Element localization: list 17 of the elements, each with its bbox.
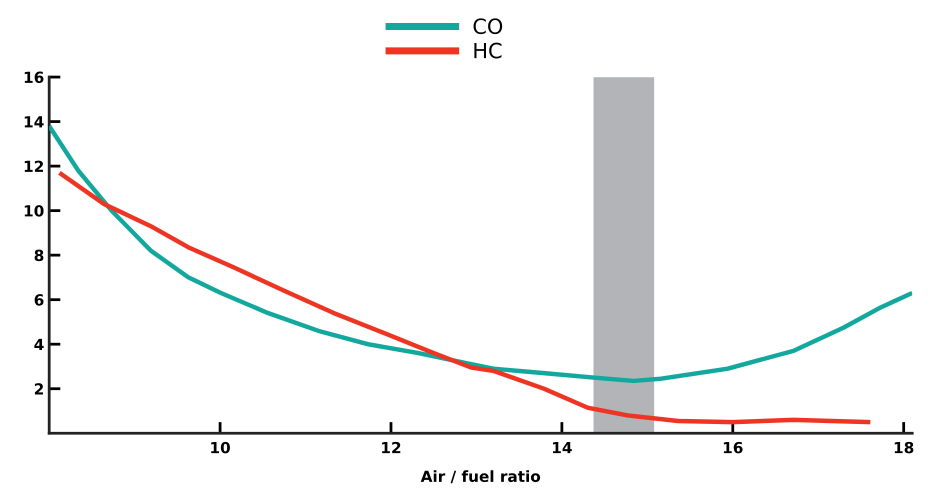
y-tick-label: 12 xyxy=(24,160,43,172)
line-series xyxy=(49,124,912,384)
y-tick-label: 16 xyxy=(24,72,44,84)
x-tick-label: 18 xyxy=(894,442,914,454)
x-tick-label: 10 xyxy=(211,442,230,454)
x-tick-label: 14 xyxy=(552,442,572,454)
x-axis-title: Air / fuel ratio xyxy=(420,470,540,484)
y-tick-label: 2 xyxy=(34,383,43,395)
x-tick-label: 16 xyxy=(724,442,743,454)
y-tick-label: 6 xyxy=(34,294,44,306)
legend-label: CO xyxy=(474,18,502,34)
legend-label: HC xyxy=(474,42,502,58)
x-tick-label: 12 xyxy=(382,442,400,454)
y-tick-label: 4 xyxy=(34,338,44,350)
y-tick-label: 8 xyxy=(34,250,44,262)
y-tick-label: 14 xyxy=(24,116,44,128)
y-tick-label: 10 xyxy=(24,205,44,217)
